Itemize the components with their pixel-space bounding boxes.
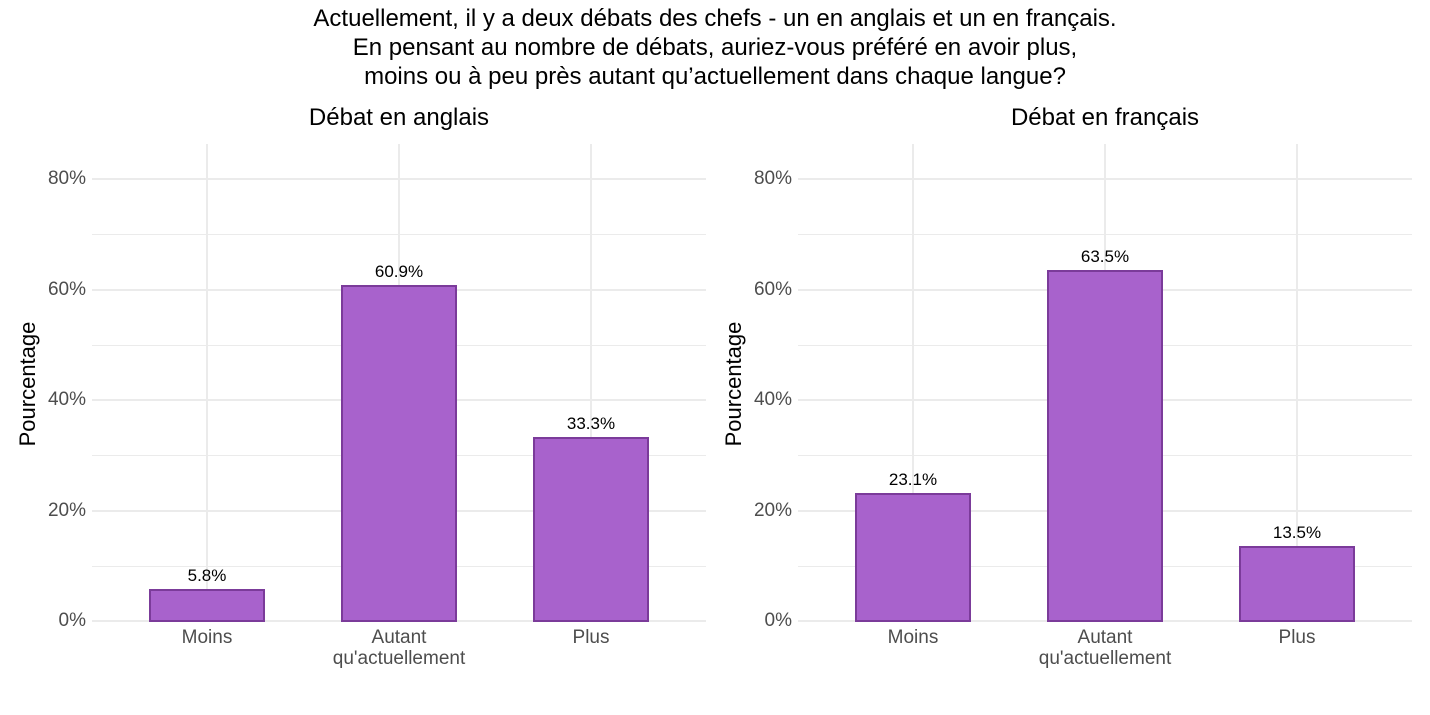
y-axis-label: Pourcentage xyxy=(721,321,746,447)
y-tick-label: 20% xyxy=(753,499,792,521)
bar xyxy=(149,588,265,622)
plot-area xyxy=(92,144,706,622)
panel-title: Débat en français xyxy=(1010,104,1200,131)
x-tick-label-line: Moins xyxy=(887,627,939,648)
panel-english-debate: Débat en anglais Pourcentage 0% 20% 40% 60%… xyxy=(15,104,706,669)
y-tick-label: 0% xyxy=(764,610,792,631)
vertical-gridline xyxy=(590,144,592,621)
bar xyxy=(341,284,457,622)
y-tick-label: 60% xyxy=(47,278,86,300)
y-tick-label: 0% xyxy=(58,610,86,631)
y-tick-label: 80% xyxy=(47,168,86,189)
chart-title-line-1: Actuellement, il y a deux débats des che… xyxy=(313,5,1117,32)
chart-title-line-3: moins ou à peu près autant qu’actuelleme… xyxy=(364,63,1066,90)
x-tick-label: Moins xyxy=(813,627,1013,648)
plot-area xyxy=(798,144,1412,622)
y-tick-label: 40% xyxy=(753,389,792,410)
x-tick-label-line: Autant xyxy=(371,627,427,648)
y-tick-label: 20% xyxy=(47,499,86,521)
panel-title: Débat en anglais xyxy=(308,104,490,131)
x-tick-label-line: qu'actuellement xyxy=(1038,648,1172,669)
bar xyxy=(533,437,649,622)
bar-value-label: 60.9% xyxy=(374,261,424,281)
x-tick-label-line: Moins xyxy=(181,627,233,648)
x-tick-label: Plus xyxy=(491,627,691,648)
bar xyxy=(1239,546,1355,622)
x-tick-label: Plus xyxy=(1197,627,1397,648)
chart-title-line-2: En pensant au nombre de débats, auriez-v… xyxy=(352,34,1078,61)
y-tick-label: 80% xyxy=(753,168,792,189)
vertical-gridline xyxy=(1296,144,1298,621)
x-tick-label: Moins xyxy=(107,627,307,648)
x-tick-label-line: Plus xyxy=(572,627,610,648)
y-tick-label: 40% xyxy=(47,389,86,410)
chart-title: Actuellement, il y a deux débats des che… xyxy=(0,4,1430,91)
x-tick-label-line: qu'actuellement xyxy=(332,648,466,669)
bar-value-label: 63.5% xyxy=(1080,247,1130,267)
x-tick-label-line: Plus xyxy=(1278,627,1316,648)
bar-value-label: 13.5% xyxy=(1272,523,1322,543)
vertical-gridline xyxy=(912,144,914,621)
bar xyxy=(855,493,971,622)
bar xyxy=(1047,270,1163,622)
x-tick-label: Autant qu'actuellement xyxy=(1005,627,1205,669)
bar-value-label: 23.1% xyxy=(888,470,938,490)
x-tick-label-line: Autant xyxy=(1077,627,1133,648)
vertical-gridline xyxy=(206,144,208,621)
bar-value-label: 5.8% xyxy=(187,565,227,585)
y-tick-label: 60% xyxy=(753,278,792,300)
x-tick-label: Autant qu'actuellement xyxy=(299,627,499,669)
bar-value-label: 33.3% xyxy=(566,414,616,434)
